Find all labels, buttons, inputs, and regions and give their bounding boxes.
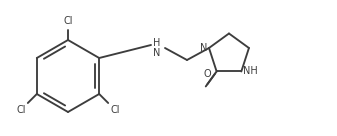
Text: Cl: Cl [16,105,26,115]
Text: Cl: Cl [110,105,120,115]
Text: NH: NH [243,67,258,76]
Text: N: N [200,43,207,53]
Text: N: N [153,48,161,58]
Text: Cl: Cl [63,16,73,26]
Text: H: H [153,38,161,48]
Text: O: O [204,69,211,79]
